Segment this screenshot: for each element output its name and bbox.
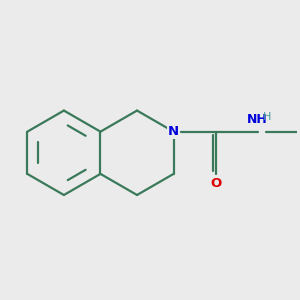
Text: H: H [263, 112, 272, 122]
Text: N: N [168, 125, 179, 138]
Text: NH: NH [247, 113, 267, 126]
Text: O: O [210, 177, 221, 190]
